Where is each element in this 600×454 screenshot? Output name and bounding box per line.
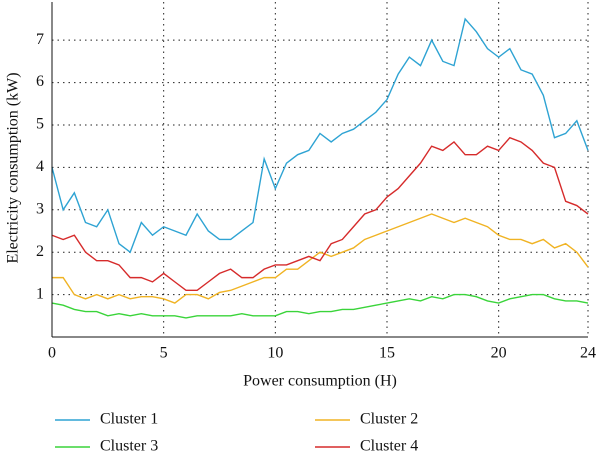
x-tick-label: 24 — [580, 345, 596, 362]
y-tick-label: 3 — [36, 200, 44, 217]
x-tick-label: 5 — [160, 345, 168, 362]
y-tick-label: 7 — [36, 31, 44, 48]
series-line — [52, 213, 589, 304]
x-tick-label: 15 — [379, 345, 395, 362]
legend-label: Cluster 1 — [100, 411, 158, 428]
x-tick-label: 10 — [267, 345, 283, 362]
y-tick-label: 1 — [36, 285, 44, 302]
legend-label: Cluster 3 — [100, 438, 158, 454]
x-axis-label: Power consumption (H) — [243, 373, 397, 390]
y-tick-label: 4 — [36, 158, 44, 175]
series-line — [51, 136, 589, 292]
legend-label: Cluster 4 — [360, 438, 418, 454]
legend-label: Cluster 2 — [360, 411, 418, 428]
x-tick-label: 20 — [491, 345, 507, 362]
series-line — [51, 293, 589, 319]
y-axis-label: Electricity consumption (kW) — [5, 72, 22, 263]
y-tick-label: 5 — [36, 116, 44, 133]
y-tick-label: 2 — [36, 243, 44, 260]
series-line — [51, 17, 589, 254]
y-tick-label: 6 — [36, 73, 44, 90]
x-tick-label: 0 — [48, 345, 56, 362]
